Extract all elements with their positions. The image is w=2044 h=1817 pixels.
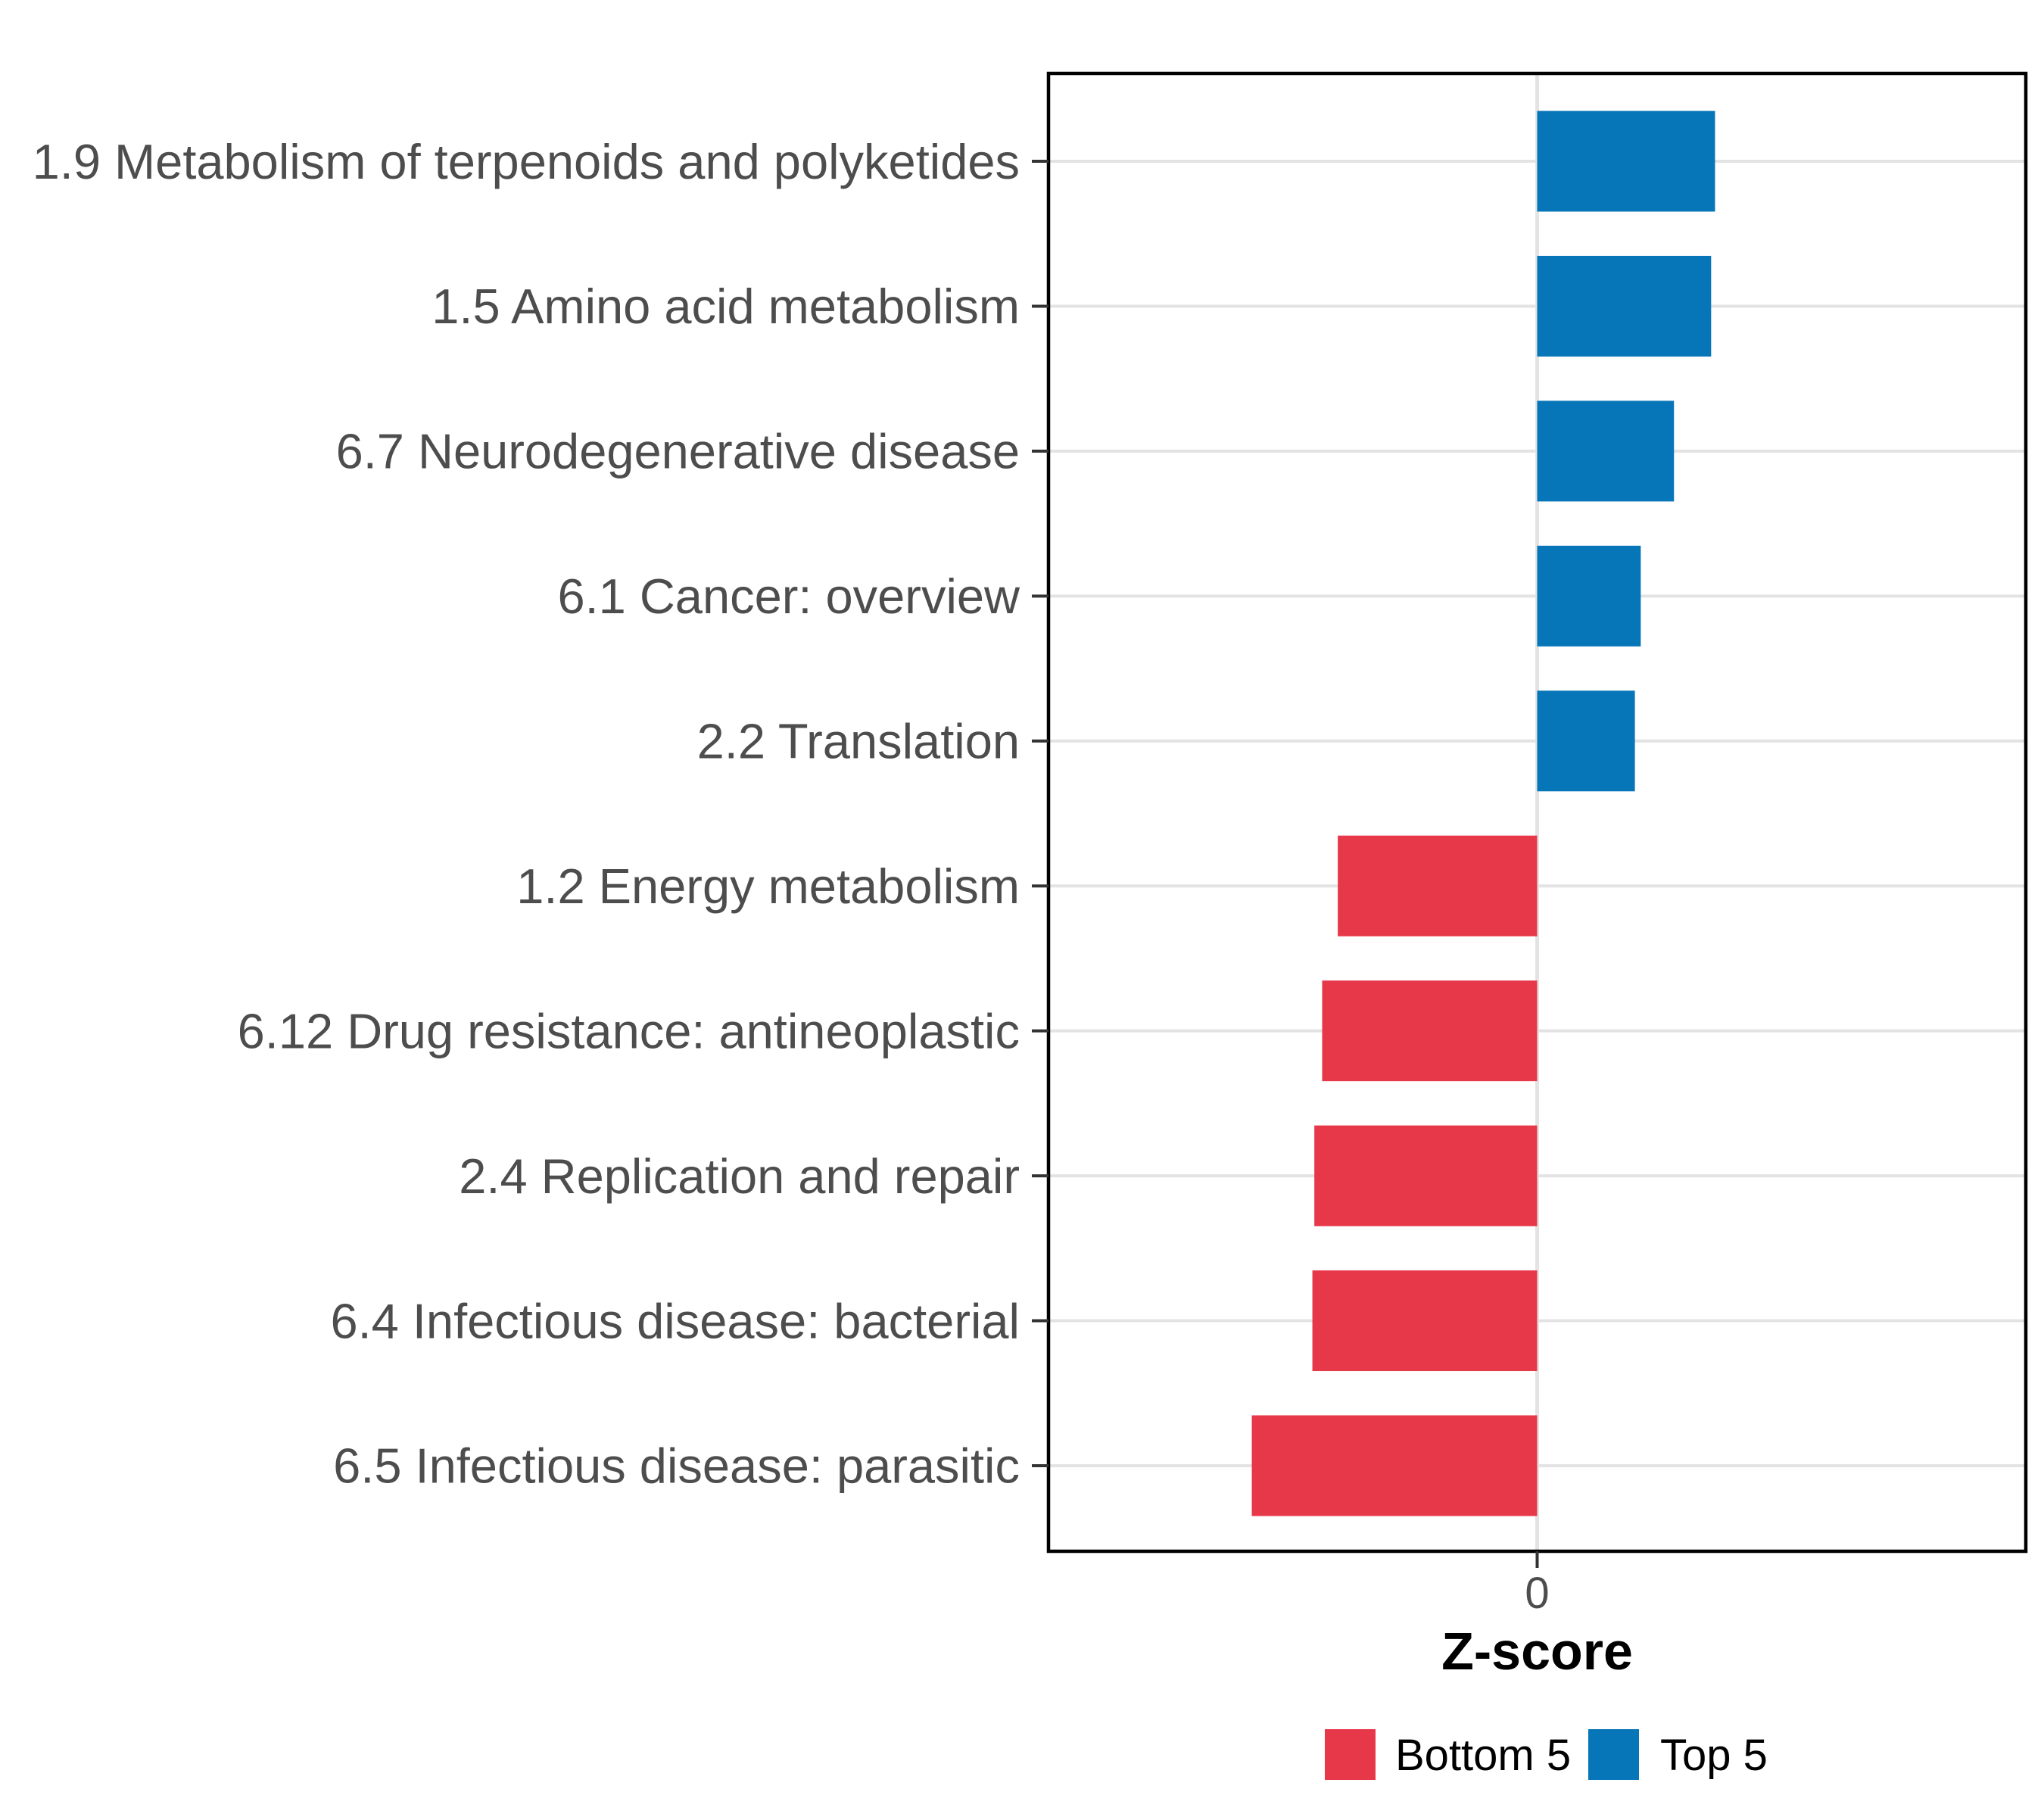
legend-label-top-5: Top 5	[1660, 1731, 1768, 1780]
bar-positive	[1537, 255, 1712, 357]
bar-negative	[1322, 980, 1538, 1082]
category-label: 6.5 Infectious disease: parasitic	[333, 1438, 1020, 1494]
bar-negative	[1312, 1270, 1538, 1372]
category-label: 6.12 Drug resistance: antineoplastic	[238, 1003, 1020, 1058]
bar-positive	[1537, 400, 1675, 502]
bar-negative	[1314, 1125, 1538, 1226]
category-label: 6.7 Neurodegenerative disease	[336, 424, 1020, 479]
bar-negative	[1338, 835, 1538, 937]
bar-positive	[1537, 545, 1641, 647]
legend-swatch-top-5	[1588, 1729, 1639, 1780]
category-label: 2.4 Replication and repair	[459, 1148, 1020, 1204]
category-label: 1.9 Metabolism of terpenoids and polyket…	[33, 134, 1020, 189]
category-label: 6.4 Infectious disease: bacterial	[330, 1293, 1020, 1348]
category-label: 1.5 Amino acid metabolism	[432, 279, 1020, 334]
category-label: 6.1 Cancer: overview	[557, 569, 1020, 624]
bar-positive	[1537, 690, 1635, 792]
bar-negative	[1251, 1415, 1538, 1516]
legend-label-bottom-5: Bottom 5	[1395, 1731, 1571, 1780]
bar-positive	[1537, 111, 1715, 212]
legend-swatch-bottom-5	[1325, 1729, 1376, 1780]
x-tick-label: 0	[1525, 1569, 1549, 1618]
category-label: 1.2 Energy metabolism	[516, 859, 1020, 914]
category-label: 2.2 Translation	[697, 714, 1020, 769]
x-axis-title: Z-score	[1441, 1622, 1633, 1681]
